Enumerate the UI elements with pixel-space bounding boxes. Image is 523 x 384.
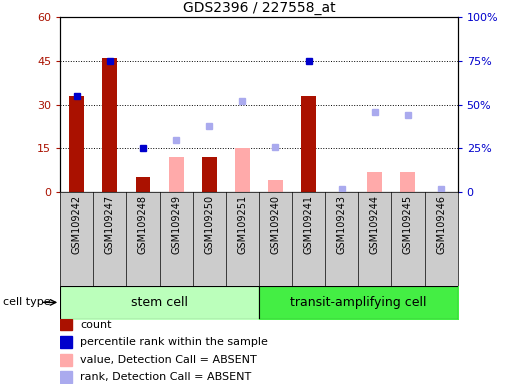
Text: GSM109250: GSM109250 [204, 195, 214, 254]
Text: rank, Detection Call = ABSENT: rank, Detection Call = ABSENT [80, 372, 251, 382]
Bar [60, 319, 72, 331]
Bar [60, 371, 72, 383]
Text: GSM109246: GSM109246 [436, 195, 446, 254]
Bar [268, 180, 283, 192]
Text: cell type: cell type [3, 297, 50, 308]
Text: transit-amplifying cell: transit-amplifying cell [290, 296, 426, 309]
Text: GSM109240: GSM109240 [270, 195, 280, 254]
Bar [301, 96, 316, 192]
Text: GSM109249: GSM109249 [171, 195, 181, 254]
Bar [135, 177, 151, 192]
Text: percentile rank within the sample: percentile rank within the sample [80, 337, 268, 347]
Bar [168, 157, 184, 192]
Bar [60, 336, 72, 348]
Text: GSM109248: GSM109248 [138, 195, 148, 254]
Bar [401, 172, 415, 192]
Text: GSM109245: GSM109245 [403, 195, 413, 254]
Bar [235, 148, 250, 192]
Text: stem cell: stem cell [131, 296, 188, 309]
Bar [367, 172, 382, 192]
Text: GSM109244: GSM109244 [370, 195, 380, 254]
Bar [69, 96, 84, 192]
Text: GSM109251: GSM109251 [237, 195, 247, 254]
Text: GSM109243: GSM109243 [337, 195, 347, 254]
Text: count: count [80, 319, 111, 329]
Bar [60, 354, 72, 366]
Bar [103, 58, 117, 192]
Text: GSM109247: GSM109247 [105, 195, 115, 254]
Title: GDS2396 / 227558_at: GDS2396 / 227558_at [183, 1, 335, 15]
Text: GSM109242: GSM109242 [72, 195, 82, 254]
Text: value, Detection Call = ABSENT: value, Detection Call = ABSENT [80, 355, 257, 365]
Bar [202, 157, 217, 192]
Text: GSM109241: GSM109241 [303, 195, 314, 254]
